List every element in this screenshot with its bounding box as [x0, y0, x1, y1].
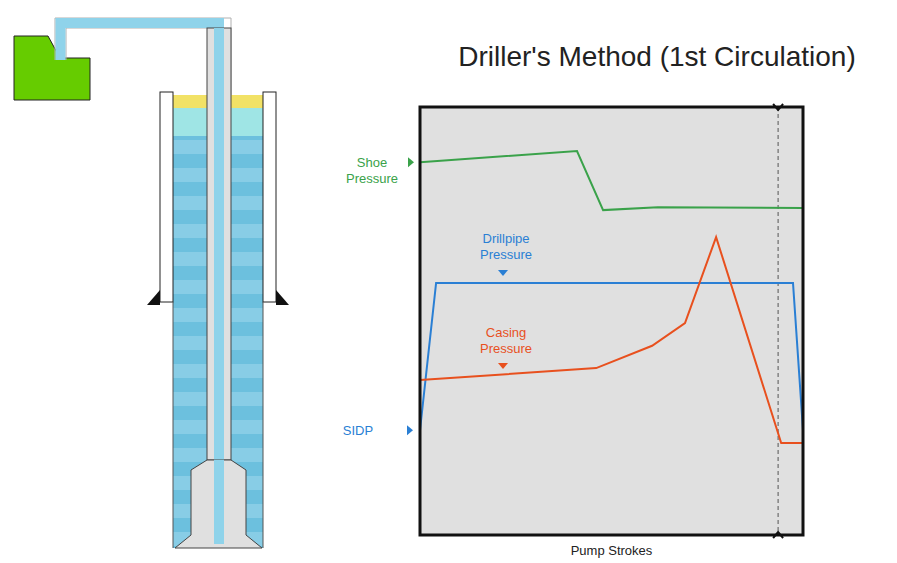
shoe-left [147, 290, 160, 305]
annotation-pointer [407, 425, 413, 435]
series-label-line: Pressure [346, 171, 398, 186]
wellbore-diagram [14, 18, 289, 548]
bha [175, 460, 262, 548]
series-group [420, 107, 803, 535]
series-label: DrillpipePressure [480, 231, 532, 262]
hole-left [173, 302, 174, 548]
series-label-line: Pressure [480, 341, 532, 356]
series-line [420, 283, 803, 430]
page: Driller's Method (1st Circulation) Pump S… [0, 0, 897, 563]
series-pointer [498, 363, 508, 369]
reference-chevron-bottom [773, 532, 783, 538]
series-line [420, 151, 803, 210]
drillpipe-fluid [214, 28, 224, 460]
reference-chevron-top [773, 104, 783, 110]
casing-left [160, 92, 173, 302]
series-label-line: Pressure [480, 247, 532, 262]
surface-line-inner [66, 28, 207, 60]
series-label-line: Casing [486, 325, 526, 340]
plot-area [420, 107, 803, 535]
series-pointer [408, 157, 414, 167]
mud-tank [14, 36, 90, 100]
title: Driller's Method (1st Circulation) [458, 41, 855, 72]
series-label-line: Drillpipe [483, 231, 530, 246]
series-pointer [498, 270, 508, 276]
shoe-right [276, 290, 289, 305]
casing-right [263, 92, 276, 302]
hole-right [263, 302, 264, 548]
reference-line [778, 107, 779, 535]
x-axis-label: Pump Strokes [571, 543, 653, 558]
series-label: ShoePressure [346, 155, 398, 186]
bha-fluid [214, 460, 224, 544]
drillpipe [207, 28, 231, 460]
series-label-line: Shoe [357, 155, 387, 170]
plot-frame [420, 107, 803, 535]
series-line [420, 237, 803, 443]
series-label: CasingPressure [480, 325, 532, 356]
annotation: SIDP [343, 423, 373, 438]
